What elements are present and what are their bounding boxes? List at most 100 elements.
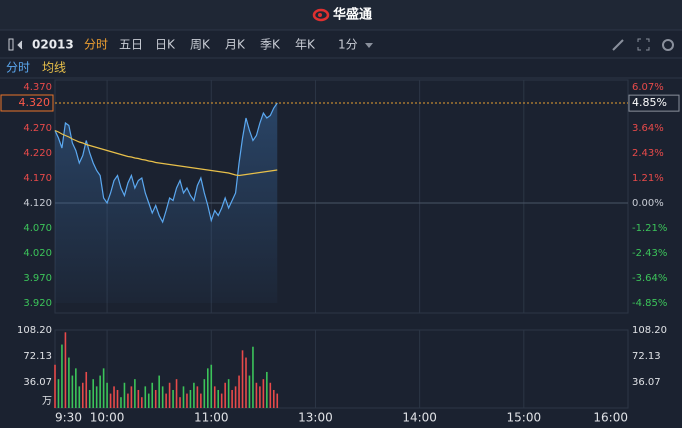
- x-tick-label: 14:00: [402, 411, 437, 425]
- y2-tick-label: 1.21%: [632, 173, 664, 184]
- volume-bar: [207, 368, 209, 408]
- price-area: [55, 103, 278, 303]
- y-tick-label: 3.920: [23, 298, 52, 309]
- volume-bar: [266, 371, 268, 408]
- logo: [312, 8, 330, 22]
- volume-bar: [54, 364, 56, 408]
- tab[interactable]: 日K: [155, 38, 176, 52]
- price-line: [54, 102, 278, 224]
- y2-tick-label: -4.85%: [632, 298, 667, 309]
- top-bar: [0, 0, 682, 30]
- y2-tick-label: 3.64%: [632, 123, 664, 134]
- y-tick-label: 3.970: [23, 273, 52, 284]
- y-tick-label: 4.020: [23, 248, 52, 259]
- volume-bar: [276, 393, 279, 408]
- volume-bar: [81, 382, 84, 408]
- volume-bar: [75, 368, 77, 408]
- volume-bar: [234, 386, 237, 408]
- volume-bar: [154, 389, 157, 408]
- volume-bar: [134, 379, 136, 408]
- volume-bar: [123, 382, 126, 408]
- volume-bar: [203, 379, 206, 408]
- tab[interactable]: 年K: [295, 38, 316, 52]
- volume-bar: [113, 386, 115, 408]
- volume-bar: [172, 389, 174, 408]
- volume-bar: [238, 375, 240, 408]
- y2-tick-label: -1.21%: [632, 223, 667, 234]
- x-tick-label: 10:00: [90, 411, 125, 425]
- volume-panel: [54, 329, 629, 409]
- dropdown-arrow[interactable]: [365, 43, 373, 48]
- stock-code: 02013: [32, 38, 74, 52]
- y-tick-label: 4.370: [23, 82, 52, 93]
- volume-bar: [210, 364, 213, 408]
- last-price-label: 4.320: [19, 96, 51, 109]
- volume-bar: [88, 389, 91, 408]
- volume-bar: [224, 382, 226, 408]
- volume-bar: [64, 332, 67, 408]
- tab[interactable]: 1分: [338, 38, 358, 52]
- y-tick-label: 4.170: [23, 173, 52, 184]
- tab[interactable]: 分时: [84, 38, 108, 52]
- volume-bar: [137, 389, 140, 408]
- y2-tick-label: 0.00%: [632, 198, 664, 209]
- x-tick-label: 13:00: [298, 411, 333, 425]
- volume-bar: [102, 368, 105, 408]
- legend-entry[interactable]: 均线: [42, 61, 66, 75]
- volume-bar: [241, 350, 244, 408]
- average-line: [54, 129, 278, 177]
- volume-bar: [231, 389, 233, 408]
- volume-bar: [130, 386, 133, 408]
- volume-bar: [57, 379, 60, 408]
- edit-icon[interactable]: [612, 39, 624, 51]
- collapse-icon[interactable]: [8, 38, 23, 51]
- volume-bar: [151, 382, 154, 408]
- volume-bar: [144, 386, 147, 408]
- volume-bar: [61, 344, 63, 408]
- volume-bar: [220, 393, 223, 408]
- volume-bar: [245, 357, 247, 408]
- last-change-box: [628, 94, 680, 112]
- y-tick-label: 4.120: [23, 198, 52, 209]
- volume-tick-label: 36.07: [632, 377, 661, 388]
- volume-bar: [165, 393, 167, 408]
- volume-bar: [141, 397, 143, 408]
- volume-tick-label: 108.20: [632, 325, 667, 336]
- volume-bar: [262, 379, 265, 408]
- volume-bar: [99, 375, 101, 408]
- tab[interactable]: 五日: [119, 38, 143, 52]
- x-tick-label: 11:00: [194, 411, 229, 425]
- settings-icon[interactable]: [662, 39, 674, 51]
- volume-bar: [182, 386, 185, 408]
- volume-bar: [106, 382, 108, 408]
- y-tick-label: 4.270: [23, 123, 52, 134]
- tab[interactable]: 周K: [190, 38, 211, 52]
- volume-tick-label: 36.07: [23, 377, 52, 388]
- volume-tick-label: 72.13: [23, 351, 52, 362]
- tab[interactable]: 月K: [225, 38, 246, 52]
- x-tick-label: 9:30: [55, 411, 82, 425]
- volume-bar: [200, 393, 202, 408]
- volume-bar: [193, 382, 195, 408]
- volume-bar: [158, 375, 160, 408]
- y2-tick-label: -3.64%: [632, 273, 667, 284]
- fullscreen-icon[interactable]: [637, 38, 650, 51]
- volume-bar: [259, 386, 261, 408]
- legend-entry[interactable]: 分时: [6, 61, 30, 75]
- volume-bar: [109, 393, 112, 408]
- y-tick-label: 4.220: [23, 148, 52, 159]
- volume-bar: [252, 346, 254, 408]
- x-tick-label: 16:00: [593, 411, 628, 425]
- volume-bar: [227, 379, 230, 408]
- volume-tick-label: 108.20: [17, 325, 52, 336]
- volume-bar: [161, 386, 164, 408]
- volume-bar: [78, 386, 81, 408]
- volume-bar: [255, 382, 258, 408]
- volume-bar: [71, 375, 74, 408]
- volume-bar: [116, 389, 119, 408]
- volume-unit: 万: [42, 396, 52, 407]
- tab[interactable]: 季K: [260, 38, 281, 52]
- last-price-box: [0, 94, 54, 112]
